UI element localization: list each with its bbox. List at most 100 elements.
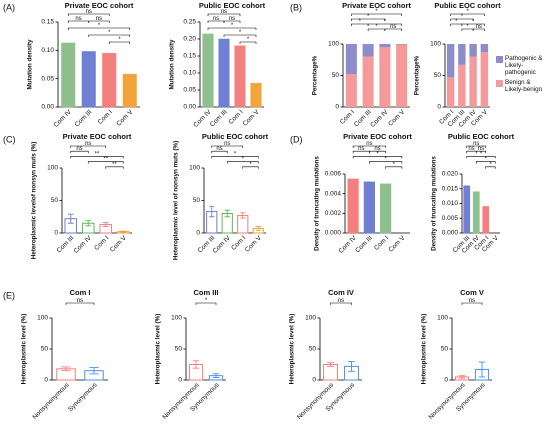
significance-label: * <box>376 151 379 157</box>
significance-label: * <box>472 19 475 25</box>
y-tick-label: 0.010 <box>442 200 459 207</box>
significance-label: ns <box>213 16 219 22</box>
chart-title: Private EOC cohort <box>63 132 132 141</box>
significance-bracket <box>211 145 244 148</box>
x-tick-label: Nonsynonymous <box>31 381 71 421</box>
significance-bracket <box>369 161 403 164</box>
significance-bracket <box>485 166 496 169</box>
y-tick-label: 0 <box>196 230 200 237</box>
legend-swatch <box>496 56 503 63</box>
significance-label: * <box>485 157 488 163</box>
bar-segment <box>345 74 357 107</box>
x-tick-label: Com V <box>242 108 261 127</box>
y-tick-label: 0.05 <box>183 87 196 94</box>
bar-segment <box>379 44 391 48</box>
significance-label: * <box>375 9 378 15</box>
significance-bracket <box>450 18 474 21</box>
y-tick-label: 100 <box>305 315 316 322</box>
y-tick-label: 100 <box>430 41 441 48</box>
y-axis-label: Heteroplasmic level of nonsyn muts (%) <box>173 141 180 260</box>
significance-bracket <box>461 302 483 305</box>
x-tick-label: Nonsynonymous <box>296 381 336 421</box>
significance-label: ns <box>366 141 372 147</box>
significance-label: * <box>489 162 492 168</box>
y-axis-label: Density of truncating mutations <box>314 156 321 251</box>
legend-swatch <box>496 80 503 87</box>
significance-bracket <box>65 302 95 305</box>
significance-bracket <box>466 156 496 159</box>
x-tick-label: Com IV <box>369 108 390 129</box>
bar-segment <box>480 52 489 107</box>
y-tick-label: 50 <box>434 72 442 79</box>
y-tick-label: 0 <box>54 230 58 237</box>
y-tick-label: 50 <box>193 197 201 204</box>
significance-label: ns <box>75 16 81 22</box>
chart-title: Private EOC cohort <box>343 132 412 141</box>
bar-segment <box>379 47 391 107</box>
y-tick-label: 100 <box>37 315 48 322</box>
significance-label: * <box>359 19 362 25</box>
significance-label: ns <box>76 146 82 152</box>
chart-title: Private EOC cohort <box>342 1 411 10</box>
legend-item: Pathogenic & Likely-pathogenic <box>505 55 542 76</box>
significance-bracket <box>207 27 257 30</box>
panel-label: (A) <box>3 2 15 12</box>
y-tick-label: 0.004 <box>325 190 342 197</box>
bar <box>61 42 76 108</box>
chart-title: Public EOC cohort <box>202 132 269 141</box>
x-tick-label: Com V <box>387 108 406 127</box>
y-tick-label: 0.005 <box>442 215 459 222</box>
y-tick-label: 50 <box>175 346 183 353</box>
chart-title: Public EOC cohort <box>434 1 501 10</box>
significance-label: ns <box>96 16 102 22</box>
y-tick-label: 0 <box>437 104 441 111</box>
error-bar <box>192 360 200 369</box>
y-tick-label: 0.006 <box>325 171 342 178</box>
x-tick-label: Com IV <box>73 234 94 255</box>
panel-label: (C) <box>3 134 16 144</box>
bar-segment <box>396 44 408 107</box>
significance-bracket <box>226 161 259 164</box>
significance-bracket <box>461 23 485 26</box>
x-tick-label: Com V <box>115 108 134 127</box>
y-tick-label: 0.000 <box>442 230 459 237</box>
significance-bracket <box>385 166 403 169</box>
significance-bracket <box>450 13 485 16</box>
bar <box>122 73 137 108</box>
significance-bracket <box>195 302 217 305</box>
error-bar <box>348 360 355 372</box>
x-tick-label: Com V <box>109 234 128 253</box>
y-axis-label: Heteroplasmic level (%) <box>155 314 162 385</box>
panel-label: (D) <box>290 134 303 144</box>
significance-label: ns <box>229 16 235 22</box>
error-bar <box>255 226 261 231</box>
error-bar <box>478 361 486 378</box>
bar <box>202 33 214 108</box>
bar-segment <box>480 44 489 53</box>
bar-segment <box>362 44 374 57</box>
error-bar <box>102 222 109 227</box>
significance-label: ns <box>478 146 484 152</box>
error-bar <box>89 367 99 375</box>
significance-label: ns <box>468 146 474 152</box>
y-axis-label: Density of truncating mutations <box>431 156 438 251</box>
y-tick-label: 0.20 <box>183 36 196 43</box>
bar <box>472 191 480 234</box>
significance-label: ns <box>86 9 92 15</box>
significance-bracket <box>70 150 89 154</box>
legend-item: Benign & Likely-benign <box>505 79 543 93</box>
legend-label: Benign & Likely-benign <box>505 79 543 93</box>
significance-bracket <box>466 145 487 148</box>
y-tick-label: 0 <box>312 377 316 384</box>
significance-label: * <box>393 162 396 168</box>
bar-segment <box>469 44 477 57</box>
y-tick-label: 50 <box>51 197 59 204</box>
bar <box>218 38 230 108</box>
significance-label: * <box>480 151 483 157</box>
panel-label: (E) <box>3 290 15 300</box>
x-tick-label: Com V <box>388 234 407 253</box>
significance-label: * <box>118 37 121 43</box>
x-tick-label: Com III <box>354 235 374 255</box>
significance-bracket <box>472 28 485 31</box>
